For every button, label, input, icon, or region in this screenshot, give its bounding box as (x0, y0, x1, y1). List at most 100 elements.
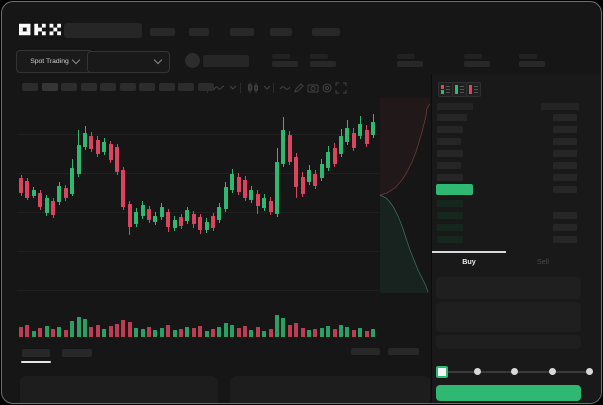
timeframe-button-3[interactable] (61, 83, 77, 91)
buy-button[interactable] (436, 385, 581, 401)
draw-pencil-icon[interactable] (293, 82, 305, 94)
fullscreen-icon[interactable] (335, 82, 347, 94)
search-bar-skeleton[interactable] (64, 23, 142, 38)
price-chart[interactable] (17, 98, 432, 342)
ask-row-price[interactable] (437, 150, 463, 157)
timeframe-button-1[interactable] (22, 83, 38, 91)
chevron-down-icon[interactable] (229, 85, 241, 97)
volume-bar (95, 325, 100, 337)
timeframe-button-2[interactable] (41, 83, 58, 91)
volume-bar (115, 324, 119, 337)
candle (134, 212, 139, 224)
bottom-tab-1[interactable] (22, 349, 50, 357)
ask-row-price[interactable] (437, 126, 463, 133)
bid-row-price[interactable] (437, 236, 463, 243)
bid-row-amount[interactable] (553, 224, 577, 231)
timeframe-button-7[interactable] (139, 83, 155, 91)
trading-pair-select[interactable] (87, 51, 170, 73)
chart-footer-toggle-2[interactable] (388, 348, 419, 355)
indicator-wave-icon[interactable] (213, 82, 225, 94)
volume-bar (236, 328, 241, 337)
timeframe-button-8[interactable] (158, 83, 175, 91)
toolbar-divider (273, 83, 274, 93)
chevron-down-icon[interactable] (263, 85, 275, 97)
stat-value-1 (272, 61, 298, 67)
settings-icon[interactable] (321, 82, 333, 94)
ask-row-price[interactable] (437, 138, 461, 145)
candle (230, 174, 235, 190)
timeframe-button-10[interactable] (197, 83, 214, 91)
ask-row-amount[interactable] (553, 138, 577, 145)
orderbook-asks-view-icon[interactable] (466, 82, 481, 97)
candle (121, 170, 126, 207)
line-tool-icon[interactable] (279, 82, 291, 94)
candle (287, 135, 292, 162)
volume-bar (147, 327, 151, 337)
nav-item-3[interactable] (230, 28, 254, 36)
volume-bar (89, 327, 94, 337)
slider-stop-2[interactable] (511, 368, 519, 375)
ask-row-amount[interactable] (553, 114, 577, 121)
amount-slider-handle[interactable] (436, 366, 448, 378)
pair-name-skeleton (203, 55, 249, 67)
slider-stop-1[interactable] (474, 368, 482, 375)
ask-row-price[interactable] (437, 162, 461, 169)
ask-row-price[interactable] (437, 174, 463, 181)
volume-bar (243, 326, 247, 337)
market-type-label: Spot Trading (30, 58, 69, 65)
gridline (17, 212, 379, 213)
orderbook-bids-view-icon[interactable] (452, 82, 467, 97)
nav-item-1[interactable] (150, 28, 175, 36)
orderbook-split-view-icon[interactable] (438, 82, 453, 97)
nav-item-5[interactable] (312, 28, 340, 36)
stat-label-3 (397, 54, 415, 59)
volume-bar (287, 325, 292, 337)
stat-value-2 (310, 61, 336, 67)
buy-tab-underline (432, 251, 506, 253)
ask-row-amount[interactable] (553, 150, 577, 157)
candle (31, 190, 36, 196)
timeframe-button-9[interactable] (178, 83, 194, 91)
tab-buy[interactable]: Buy (462, 257, 476, 266)
bid-row-amount[interactable] (553, 236, 577, 243)
timeframe-button-6[interactable] (119, 83, 136, 91)
candle (300, 177, 305, 194)
okx-logo[interactable] (19, 22, 61, 37)
slider-stop-3[interactable] (548, 368, 556, 375)
ask-row-amount[interactable] (553, 126, 577, 133)
candle-style-icon[interactable] (247, 82, 259, 94)
volume-bar (51, 329, 55, 337)
timeframe-button-4[interactable] (80, 83, 97, 91)
order-field-3[interactable] (436, 335, 581, 349)
volume-bar (134, 328, 139, 337)
volume-bar (191, 328, 196, 337)
bottom-tab-2[interactable] (62, 349, 92, 357)
order-field-2[interactable] (436, 302, 581, 332)
last-price-indicator[interactable] (436, 184, 473, 195)
chart-footer-toggle-1[interactable] (351, 348, 380, 355)
timeframe-button-5[interactable] (100, 83, 116, 91)
market-type-dropdown[interactable]: Spot Trading (16, 50, 93, 73)
tab-sell[interactable]: Sell (537, 257, 549, 266)
slider-stop-4[interactable] (585, 368, 593, 375)
bid-row-amount[interactable] (553, 212, 577, 219)
candle (57, 186, 62, 202)
candle (281, 130, 286, 164)
bid-row-price[interactable] (437, 212, 463, 219)
volume-bar (179, 329, 183, 337)
nav-item-4[interactable] (270, 28, 292, 36)
candle (179, 217, 183, 226)
bid-row-price[interactable] (437, 200, 463, 207)
ask-row-amount[interactable] (553, 174, 577, 181)
candle (236, 177, 241, 192)
volume-bar (364, 331, 369, 337)
nav-item-2[interactable] (189, 28, 209, 36)
orderbook-header-right (541, 103, 579, 110)
bid-row-price[interactable] (437, 224, 463, 231)
ask-row-amount[interactable] (553, 162, 577, 169)
order-field-1[interactable] (436, 277, 581, 299)
camera-icon[interactable] (307, 82, 319, 94)
ask-row-price[interactable] (437, 114, 467, 121)
candle (243, 180, 247, 198)
volume-bar (159, 328, 164, 337)
